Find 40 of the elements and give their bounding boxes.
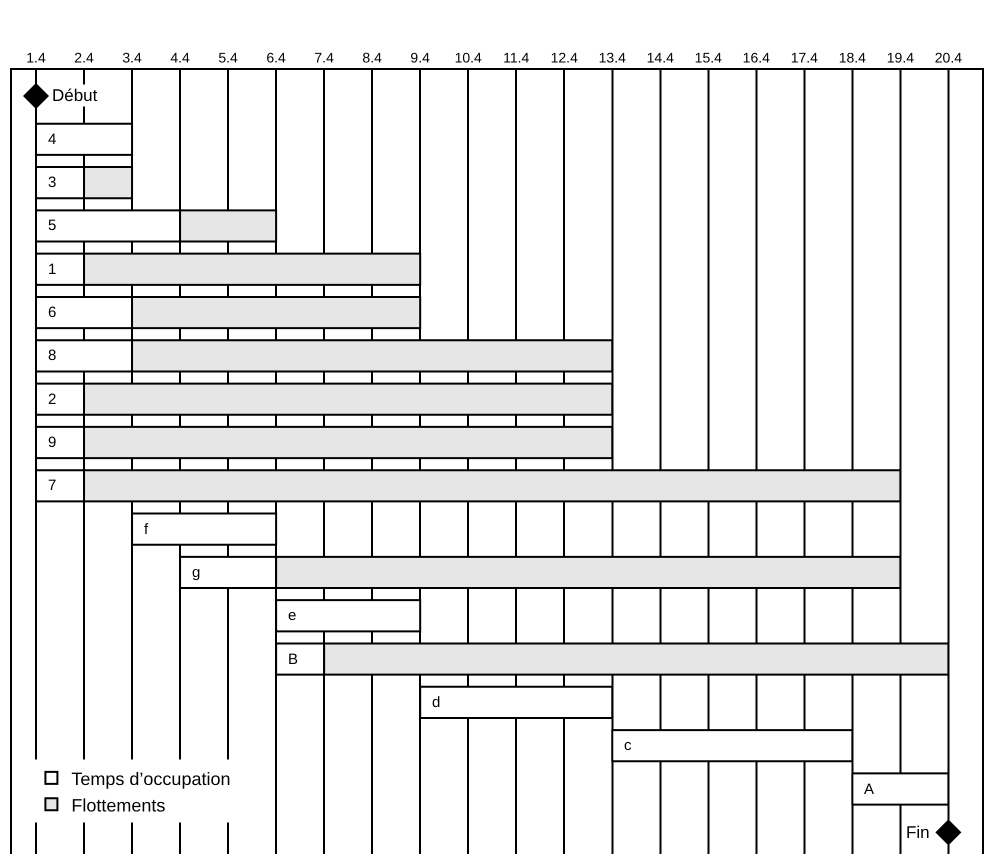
x-tick-label: 11.4	[503, 49, 530, 66]
y-tick-label: 6	[48, 304, 56, 321]
x-tick-label: 13.4	[598, 49, 626, 66]
y-tick-label: A	[864, 781, 874, 798]
y-tick-label: 5	[48, 217, 56, 234]
y-tick-label: 4	[48, 131, 56, 148]
x-tick-label: 14.4	[646, 49, 674, 66]
legend-label: Flottements	[71, 795, 166, 816]
y-tick-label: f	[144, 521, 149, 538]
y-tick-label: c	[624, 737, 632, 754]
y-tick-label: 2	[48, 391, 56, 408]
y-tick-label: d	[432, 694, 440, 711]
x-tick-label: 3.4	[122, 49, 142, 66]
y-tick-label: e	[288, 607, 296, 624]
x-tick-label: 18.4	[838, 49, 866, 66]
x-tick-label: 10.4	[454, 49, 482, 66]
x-tick-label: 9.4	[410, 49, 430, 66]
y-tick-label: g	[192, 564, 200, 581]
x-tick-label: 6.4	[266, 49, 286, 66]
x-tick-label: 7.4	[314, 49, 334, 66]
x-tick-label: 15.4	[694, 49, 722, 66]
y-tick-label: B	[288, 651, 298, 668]
x-tick-label: 1.4	[26, 49, 46, 66]
x-tick-label: 12.4	[550, 49, 578, 66]
x-tick-label: 16.4	[742, 49, 770, 66]
x-tick-label: 20.4	[934, 49, 962, 66]
x-tick-label: 17.4	[790, 49, 818, 66]
x-tick-label: 4.4	[170, 49, 190, 66]
x-tick-label: 19.4	[886, 49, 914, 66]
y-tick-label: 9	[48, 434, 56, 451]
y-tick-label: 3	[48, 174, 56, 191]
y-tick-label: Fin	[906, 823, 930, 842]
x-tick-label: 5.4	[218, 49, 238, 66]
y-tick-label: 7	[48, 477, 56, 494]
x-tick-label: 8.4	[362, 49, 382, 66]
legend-label: Temps d’occupation	[71, 768, 230, 789]
y-tick-label: 1	[48, 261, 56, 278]
x-tick-label: 2.4	[74, 49, 94, 66]
y-tick-label: Début	[52, 86, 98, 105]
y-tick-label: 8	[48, 347, 56, 364]
